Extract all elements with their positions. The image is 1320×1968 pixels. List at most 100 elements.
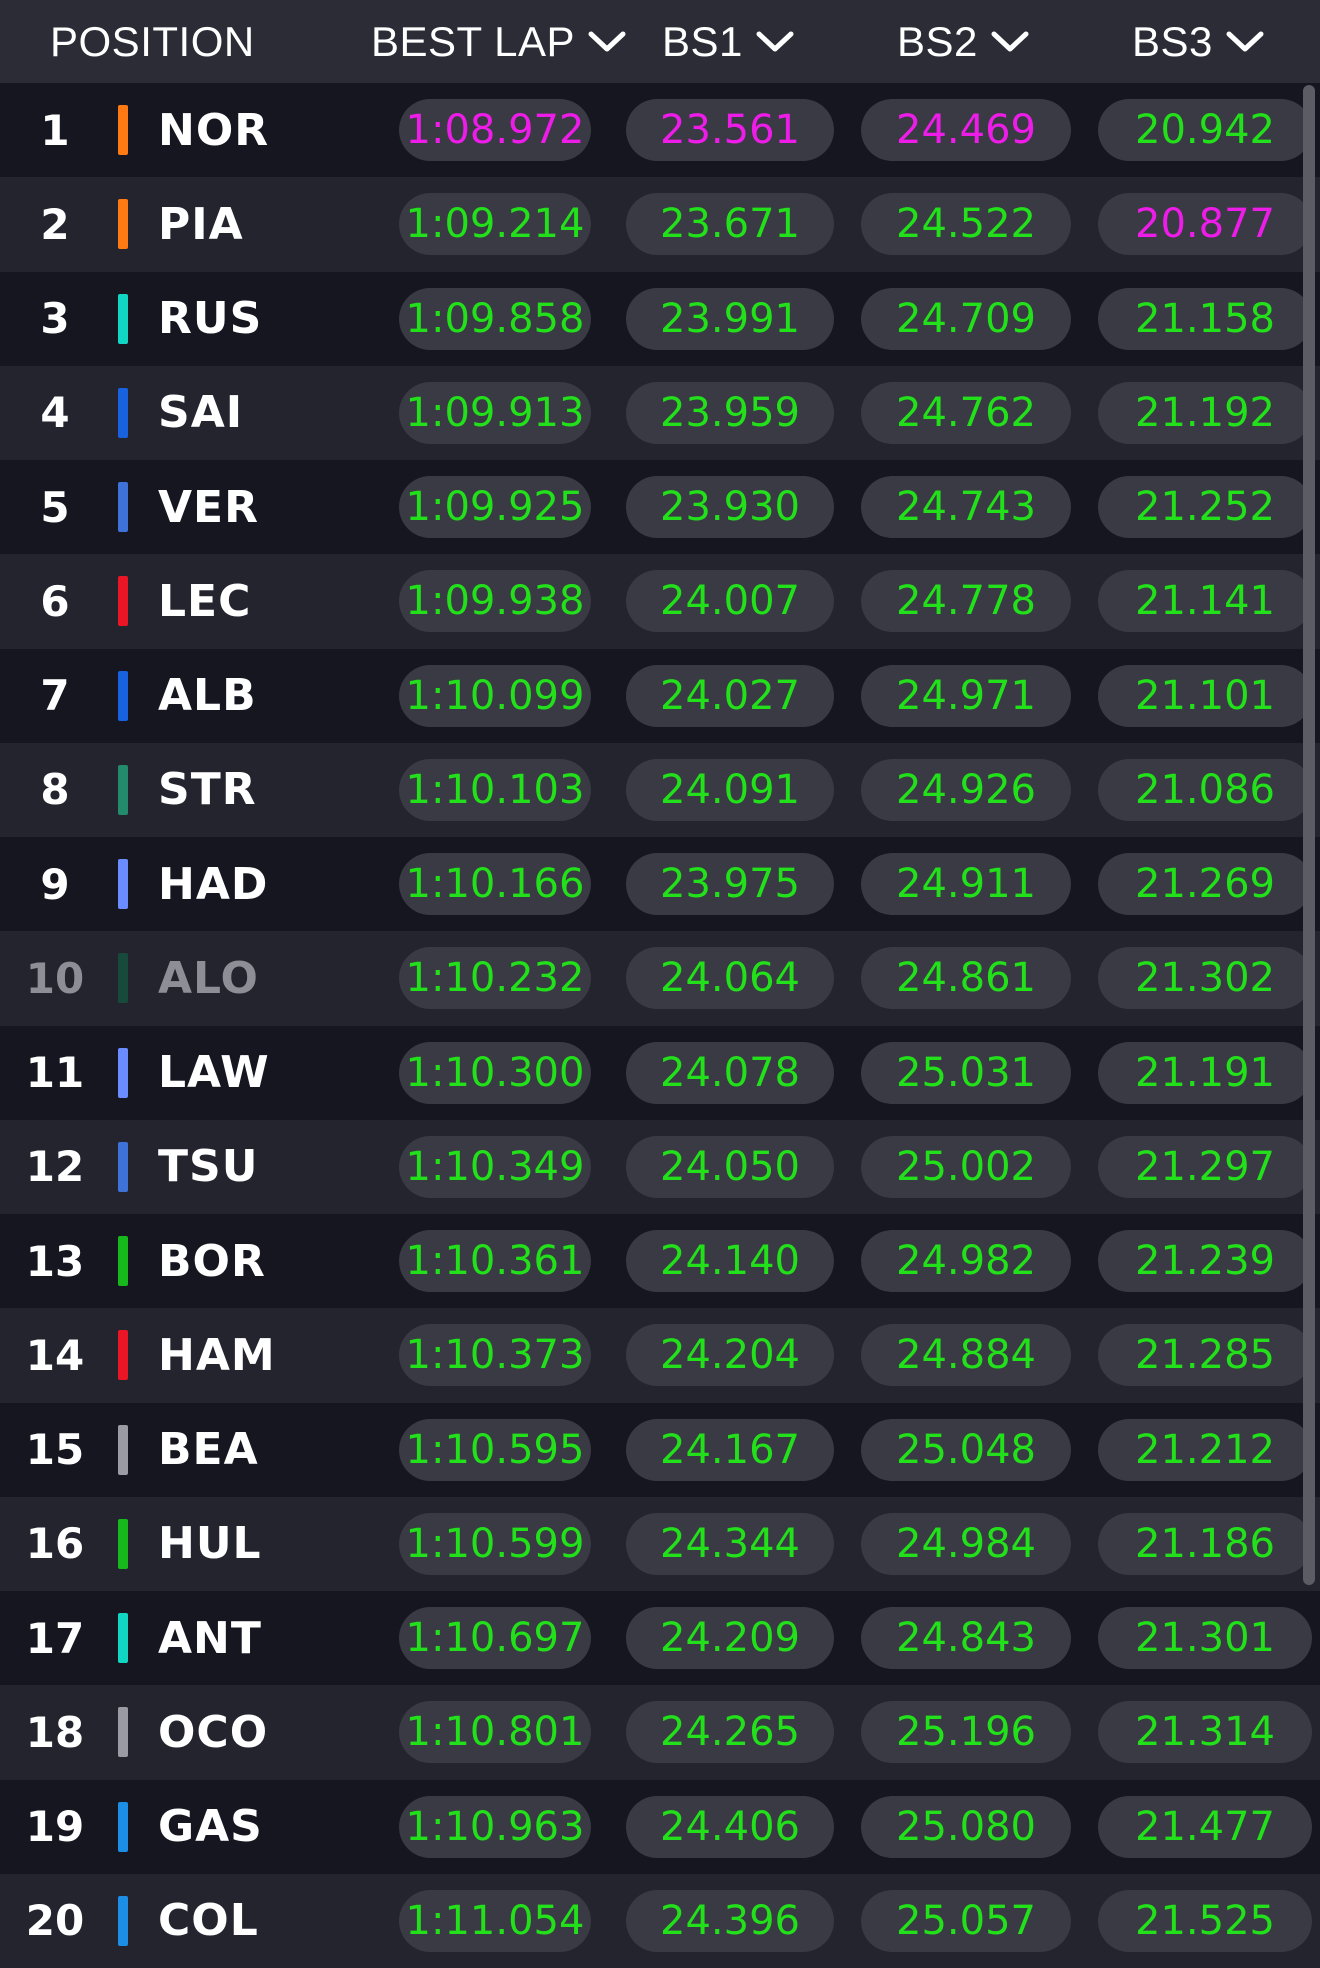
- driver-code: STR: [158, 764, 257, 816]
- position-number: 6: [40, 576, 70, 626]
- best-lap-time: 1:09.925: [399, 476, 591, 538]
- bs3-time: 21.192: [1098, 381, 1312, 444]
- position-number: 2: [40, 199, 70, 249]
- best-lap-time: 1:09.938: [399, 570, 591, 633]
- table-row[interactable]: 11 LAW 1:10.300 24.078 25.031 21.191: [0, 1025, 1320, 1120]
- best-lap-time: 1:11.054: [399, 1889, 591, 1952]
- driver-code: HAD: [158, 858, 269, 910]
- position-number: 17: [25, 1613, 85, 1663]
- bs2-time: 24.971: [861, 664, 1071, 727]
- table-row[interactable]: 7 ALB 1:10.099 24.027 24.971 21.101: [0, 648, 1320, 743]
- bs1-time: 24.091: [626, 758, 834, 821]
- column-header-position[interactable]: POSITION: [50, 0, 255, 83]
- table-row[interactable]: 20 COL 1:11.054 24.396 25.057 21.525: [0, 1873, 1320, 1968]
- position-number: 1: [40, 105, 70, 155]
- table-row[interactable]: 3 RUS 1:09.858 23.991 24.709 21.158: [0, 271, 1320, 366]
- position-number: 3: [40, 294, 70, 344]
- bs2-time: 24.709: [861, 287, 1071, 350]
- table-row[interactable]: 15 BEA 1:10.595 24.167 25.048 21.212: [0, 1402, 1320, 1497]
- table-row[interactable]: 19 GAS 1:10.963 24.406 25.080 21.477: [0, 1779, 1320, 1874]
- team-color-bar: [118, 670, 128, 721]
- column-header-bs3[interactable]: BS3: [1132, 0, 1265, 83]
- bs2-time: 25.196: [861, 1701, 1071, 1764]
- bs3-time: 21.191: [1098, 1041, 1312, 1104]
- table-row[interactable]: 6 LEC 1:09.938 24.007 24.778 21.141: [0, 554, 1320, 649]
- bs2-time: 24.861: [861, 947, 1071, 1010]
- bs3-time: 20.877: [1098, 193, 1312, 256]
- table-row[interactable]: 2 PIA 1:09.214 23.671 24.522 20.877: [0, 177, 1320, 272]
- team-color-bar: [118, 105, 128, 155]
- team-color-bar: [118, 482, 128, 532]
- team-color-bar: [118, 1330, 128, 1381]
- bs1-time: 24.140: [626, 1230, 834, 1292]
- team-color-bar: [118, 387, 128, 438]
- bs1-time: 23.561: [626, 99, 834, 161]
- driver-code: GAS: [158, 1801, 263, 1853]
- column-header-position-label: POSITION: [50, 17, 255, 65]
- table-row[interactable]: 1 NOR 1:08.972 23.561 24.469 20.942: [0, 83, 1320, 178]
- bs2-time: 24.982: [861, 1230, 1071, 1292]
- driver-code: TSU: [158, 1141, 259, 1193]
- position-number: 10: [25, 953, 85, 1003]
- bs2-time: 24.843: [861, 1607, 1071, 1669]
- column-header-bs2[interactable]: BS2: [897, 0, 1030, 83]
- chevron-down-icon[interactable]: [587, 30, 627, 54]
- chevron-down-icon[interactable]: [1225, 30, 1265, 54]
- scrollbar[interactable]: [1300, 83, 1318, 1968]
- driver-code: ALB: [158, 670, 257, 722]
- driver-code: HAM: [158, 1329, 276, 1381]
- team-color-bar: [118, 1518, 128, 1569]
- table-row[interactable]: 14 HAM 1:10.373 24.204 24.884 21.285: [0, 1308, 1320, 1403]
- bs3-time: 21.301: [1098, 1607, 1312, 1669]
- team-color-bar: [118, 764, 128, 815]
- team-color-bar: [118, 1236, 128, 1286]
- table-row[interactable]: 9 HAD 1:10.166 23.975 24.911 21.269: [0, 837, 1320, 932]
- bs3-time: 21.269: [1098, 853, 1312, 915]
- bs1-time: 23.975: [626, 853, 834, 915]
- best-lap-time: 1:10.099: [399, 664, 591, 727]
- table-row[interactable]: 5 VER 1:09.925 23.930 24.743 21.252: [0, 460, 1320, 555]
- table-row[interactable]: 12 TSU 1:10.349 24.050 25.002 21.297: [0, 1119, 1320, 1214]
- column-header-bs3-label: BS3: [1132, 17, 1213, 65]
- position-number: 7: [40, 671, 70, 721]
- bs2-time: 24.926: [861, 758, 1071, 821]
- team-color-bar: [118, 1424, 128, 1475]
- bs2-time: 24.522: [861, 193, 1071, 256]
- bs3-time: 20.942: [1098, 99, 1312, 161]
- bs1-time: 23.959: [626, 381, 834, 444]
- table-row[interactable]: 4 SAI 1:09.913 23.959 24.762 21.192: [0, 365, 1320, 460]
- position-number: 4: [40, 388, 70, 438]
- team-color-bar: [118, 293, 128, 344]
- bs1-time: 24.064: [626, 947, 834, 1010]
- driver-code: NOR: [158, 104, 270, 156]
- table-row[interactable]: 10 ALO 1:10.232 24.064 24.861 21.302: [0, 931, 1320, 1026]
- scrollbar-thumb[interactable]: [1303, 85, 1315, 1585]
- bs2-time: 25.002: [861, 1135, 1071, 1198]
- bs2-time: 24.762: [861, 381, 1071, 444]
- column-header-best-lap[interactable]: BEST LAP: [371, 0, 627, 83]
- bs3-time: 21.158: [1098, 287, 1312, 350]
- column-header-best-lap-label: BEST LAP: [371, 17, 575, 65]
- team-color-bar: [118, 859, 128, 909]
- position-number: 9: [40, 859, 70, 909]
- table-row[interactable]: 18 OCO 1:10.801 24.265 25.196 21.314: [0, 1685, 1320, 1780]
- bs2-time: 24.778: [861, 570, 1071, 633]
- chevron-down-icon[interactable]: [755, 30, 795, 54]
- driver-code: HUL: [158, 1518, 262, 1570]
- bs3-time: 21.101: [1098, 664, 1312, 727]
- table-row[interactable]: 17 ANT 1:10.697 24.209 24.843 21.301: [0, 1591, 1320, 1686]
- column-header-bs1-label: BS1: [662, 17, 743, 65]
- table-row[interactable]: 8 STR 1:10.103 24.091 24.926 21.086: [0, 742, 1320, 837]
- best-lap-time: 1:08.972: [399, 99, 591, 161]
- column-header-bs2-label: BS2: [897, 17, 978, 65]
- driver-code: RUS: [158, 293, 263, 345]
- best-lap-time: 1:10.697: [399, 1607, 591, 1669]
- best-lap-time: 1:09.913: [399, 381, 591, 444]
- bs1-time: 24.167: [626, 1418, 834, 1481]
- chevron-down-icon[interactable]: [990, 30, 1030, 54]
- driver-code: LAW: [158, 1047, 270, 1099]
- position-number: 18: [25, 1707, 85, 1757]
- table-row[interactable]: 13 BOR 1:10.361 24.140 24.982 21.239: [0, 1214, 1320, 1309]
- table-row[interactable]: 16 HUL 1:10.599 24.344 24.984 21.186: [0, 1496, 1320, 1591]
- column-header-bs1[interactable]: BS1: [662, 0, 795, 83]
